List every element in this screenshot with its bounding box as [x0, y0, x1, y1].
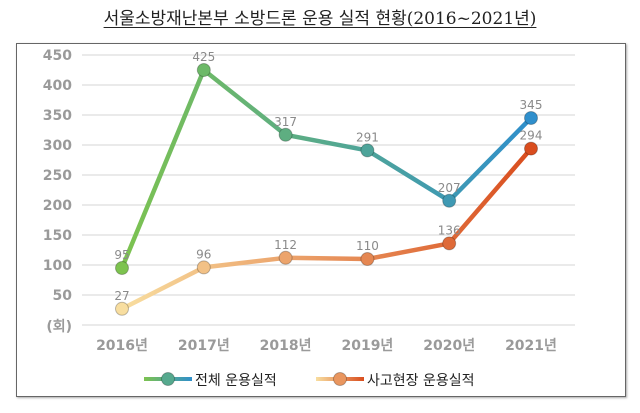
data-point — [196, 63, 211, 77]
y-tick-label: 300 — [43, 138, 72, 154]
y-axis-unit-label: (회) — [46, 319, 72, 335]
x-tick-label: 2017년 — [178, 338, 230, 354]
data-label: 207 — [438, 181, 461, 195]
data-point — [360, 143, 375, 158]
chart-frame — [16, 43, 626, 397]
data-point — [278, 250, 293, 265]
y-tick-label: 200 — [43, 198, 72, 214]
series-line — [119, 146, 534, 312]
data-label: 425 — [192, 50, 215, 64]
data-point — [442, 236, 457, 251]
data-point — [442, 193, 457, 208]
x-tick-label: 2016년 — [96, 338, 148, 354]
legend-label: 사고현장 운용실적 — [367, 373, 475, 389]
y-tick-label: 150 — [43, 228, 72, 244]
legend-label: 전체 운용실적 — [195, 373, 277, 389]
x-tick-label: 2021년 — [505, 338, 557, 354]
legend-swatch-marker — [161, 372, 175, 386]
data-point — [524, 141, 538, 156]
data-label: 96 — [196, 247, 211, 261]
x-tick-label: 2020년 — [423, 338, 475, 354]
y-tick-label: 450 — [43, 48, 72, 64]
data-label: 112 — [274, 238, 297, 252]
data-label: 294 — [520, 129, 543, 143]
data-label: 136 — [438, 223, 461, 237]
x-tick-label: 2019년 — [341, 338, 393, 354]
chart-title: 서울소방재난본부 소방드론 운용 실적 현황(2016~2021년) — [0, 4, 640, 29]
data-point — [360, 252, 375, 266]
data-point — [115, 301, 129, 316]
x-tick-label: 2018년 — [260, 338, 312, 354]
data-label: 345 — [520, 98, 543, 112]
data-point — [524, 111, 538, 125]
series-line — [119, 67, 534, 271]
y-tick-label: 50 — [53, 288, 73, 304]
data-label: 95 — [114, 248, 129, 262]
data-point — [196, 260, 211, 275]
data-label: 27 — [114, 289, 129, 303]
y-tick-label: 250 — [43, 168, 72, 184]
data-label: 317 — [274, 115, 297, 129]
y-tick-label: 400 — [43, 78, 72, 94]
y-tick-label: 350 — [43, 108, 72, 124]
data-label: 110 — [356, 239, 379, 253]
data-point — [115, 261, 129, 275]
chart-title-text: 서울소방재난본부 소방드론 운용 실적 현황(2016~2021년) — [103, 9, 537, 29]
data-label: 291 — [356, 130, 379, 144]
data-point — [278, 127, 293, 142]
y-tick-label: 100 — [43, 258, 72, 274]
legend-swatch-marker — [333, 372, 347, 386]
